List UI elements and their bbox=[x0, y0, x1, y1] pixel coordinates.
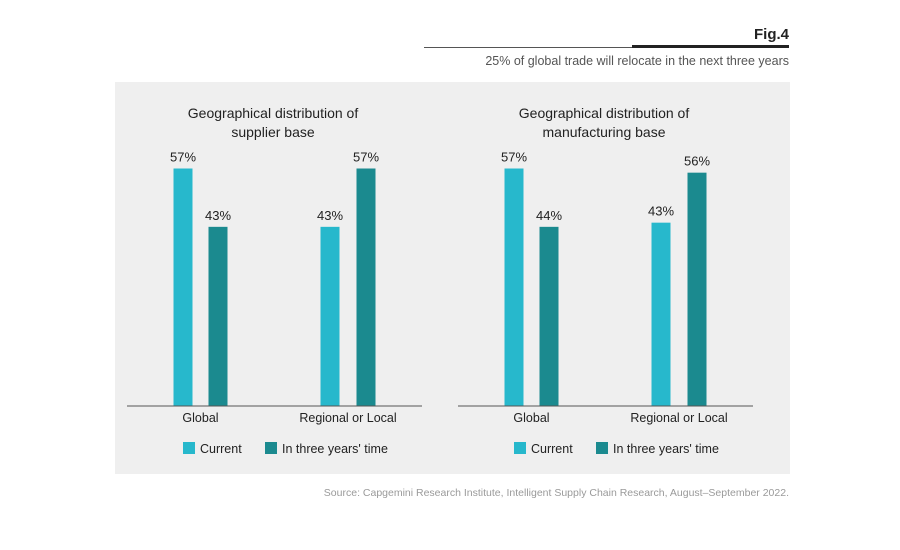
data-label: 43% bbox=[317, 208, 343, 223]
category-label: Regional or Local bbox=[630, 411, 727, 425]
legend-label: In three years' time bbox=[282, 442, 388, 456]
data-label: 56% bbox=[684, 154, 710, 169]
figure-subtitle: 25% of global trade will relocate in the… bbox=[485, 54, 789, 68]
data-label: 57% bbox=[170, 150, 196, 165]
chart-title: supplier base bbox=[231, 124, 314, 140]
legend-swatch bbox=[183, 442, 195, 454]
bar-future bbox=[208, 226, 228, 406]
bar-current bbox=[651, 222, 671, 406]
chart-title: manufacturing base bbox=[543, 124, 666, 140]
source-note: Source: Capgemini Research Institute, In… bbox=[323, 487, 789, 499]
data-label: 44% bbox=[536, 208, 562, 223]
category-label: Global bbox=[182, 411, 218, 425]
header-rule bbox=[424, 47, 789, 48]
legend-swatch bbox=[514, 442, 526, 454]
bar-current bbox=[504, 168, 524, 406]
bar-future bbox=[356, 168, 376, 406]
category-label: Regional or Local bbox=[299, 411, 396, 425]
bar-future bbox=[687, 172, 707, 406]
legend-label: Current bbox=[200, 442, 242, 456]
bar-future bbox=[539, 226, 559, 406]
legend-swatch bbox=[265, 442, 277, 454]
chart-title: Geographical distribution of bbox=[519, 105, 690, 121]
bar-current bbox=[173, 168, 193, 406]
data-label: 57% bbox=[353, 150, 379, 165]
data-label: 43% bbox=[205, 208, 231, 223]
legend-label: Current bbox=[531, 442, 573, 456]
header-rule-accent bbox=[632, 45, 789, 48]
chart-panel: Geographical distribution of supplier bas… bbox=[115, 82, 790, 474]
chart-title: Geographical distribution of bbox=[188, 105, 359, 121]
charts-svg: Geographical distribution of supplier bas… bbox=[127, 105, 753, 456]
legend-label: In three years' time bbox=[613, 442, 719, 456]
legend-swatch bbox=[596, 442, 608, 454]
figure-number: Fig.4 bbox=[753, 26, 789, 43]
category-label: Global bbox=[513, 411, 549, 425]
bar-current bbox=[320, 226, 340, 406]
data-label: 57% bbox=[501, 150, 527, 165]
data-label: 43% bbox=[648, 204, 674, 219]
